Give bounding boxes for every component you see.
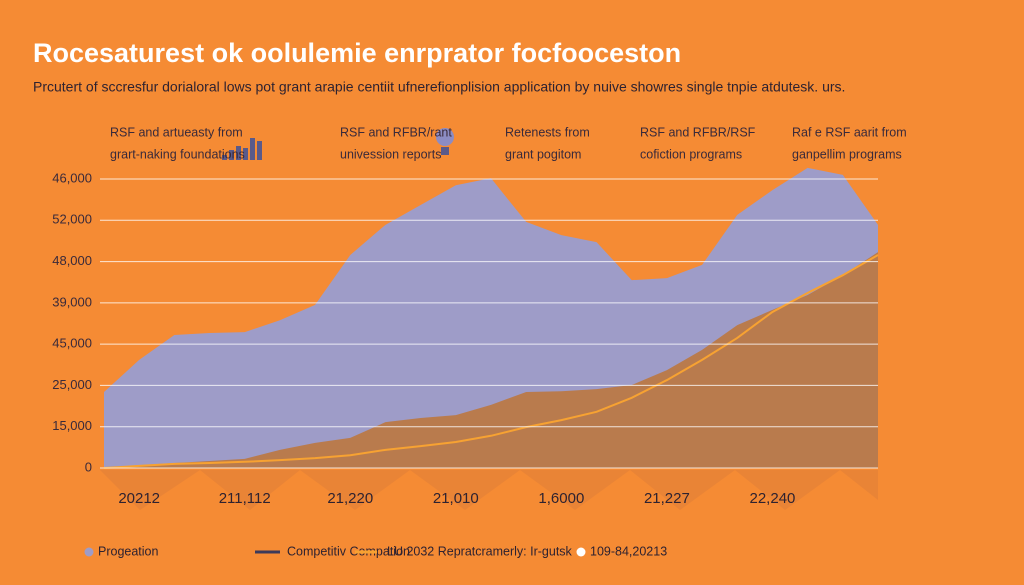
annotation: RSF and RFBR/rant [340, 125, 452, 139]
y-tick-label: 15,000 [52, 418, 92, 433]
x-tick-label: 22,240 [750, 490, 796, 507]
y-tick-label: 48,000 [52, 253, 92, 268]
annotation: grart-naking foundations [110, 147, 245, 161]
y-tick-label: 25,000 [52, 377, 92, 392]
annotation: Raf e RSF aarit from [792, 125, 907, 139]
chart-subtitle: Prcutert of sccresfur dorialoral lows po… [33, 79, 845, 95]
x-tick-label: 1,6000 [538, 490, 584, 507]
legend-label: Progeation [98, 544, 159, 558]
annotation: cofiction programs [640, 147, 742, 161]
icon-pin [436, 128, 454, 155]
annotation: grant pogitom [505, 147, 581, 161]
annotation: RSF and artueasty from [110, 125, 243, 139]
chart-title: Rocesaturest ok oolulemie enrprator focf… [33, 38, 681, 68]
y-tick-label: 0 [85, 459, 92, 474]
x-tick-label: 21,010 [433, 490, 479, 507]
x-tick-label: 211,112 [219, 490, 271, 507]
icon-bars [222, 138, 262, 160]
y-tick-label: 39,000 [52, 294, 92, 309]
y-tick-label: 52,000 [52, 212, 92, 227]
annotation: ganpellim programs [792, 147, 902, 161]
area [104, 252, 878, 468]
y-tick-label: 46,000 [52, 170, 92, 185]
line [103, 254, 879, 469]
y-tick-label: 45,000 [52, 336, 92, 351]
legend-label: LU 2032 Repratcramerly: Ir-gutsk [387, 544, 573, 558]
legend-label: 109-84,20213 [590, 544, 667, 558]
annotation: RSF and RFBR/RSF [640, 125, 756, 139]
x-tick-label: 21,227 [644, 490, 690, 507]
legend-label: Competitiv Compation [287, 544, 410, 558]
decor-zigzag [100, 470, 878, 510]
annotation: Retenests from [505, 125, 590, 139]
x-tick-label: 21,220 [327, 490, 373, 507]
legend-swatch [576, 547, 586, 557]
legend-swatch [84, 547, 94, 557]
annotation: univession reports [340, 147, 441, 161]
x-tick-label: 20212 [118, 490, 160, 507]
